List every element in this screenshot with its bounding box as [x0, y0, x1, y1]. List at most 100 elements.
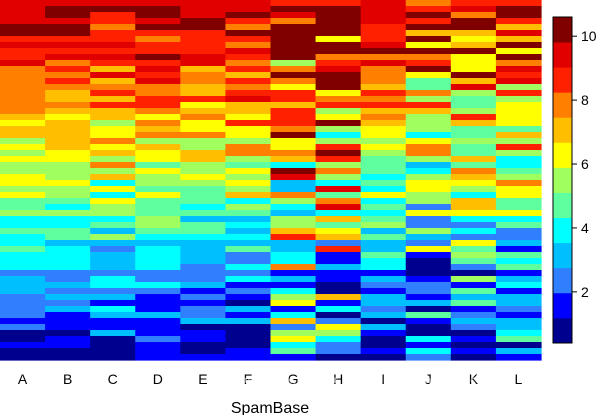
heatmap-cell-F-7	[225, 42, 272, 49]
heatmap-cell-A-29	[0, 174, 46, 181]
heatmap-cell-D-51	[135, 306, 181, 313]
colorbar-segment-7	[553, 142, 572, 168]
heatmap-cell-A-12	[0, 72, 46, 79]
heatmap-cell-I-19	[360, 114, 407, 121]
heatmap-cell-H-29	[315, 174, 362, 181]
heatmap-cell-B-55	[45, 330, 91, 337]
heatmap-cell-K-14	[450, 84, 497, 91]
heatmap-cell-B-10	[45, 60, 91, 67]
heatmap-cell-L-23	[495, 138, 542, 145]
heatmap-cell-H-24	[315, 144, 362, 151]
heatmap-cell-H-48	[315, 288, 362, 295]
heatmap-cell-F-31	[225, 186, 272, 193]
x-tick-label-B: B	[63, 371, 72, 387]
heatmap-cell-D-24	[135, 144, 181, 151]
heatmap-cell-K-53	[450, 318, 497, 325]
colorbar-tick-label-4: 4	[581, 220, 589, 236]
heatmap-cell-A-8	[0, 48, 46, 55]
heatmap-cell-K-24	[450, 144, 497, 151]
heatmap-cell-G-56	[270, 336, 317, 343]
heatmap-cell-C-52	[90, 312, 136, 319]
heatmap-cell-A-42	[0, 252, 46, 259]
heatmap-cell-A-53	[0, 318, 46, 325]
heatmap-cell-C-6	[90, 36, 136, 43]
heatmap-cell-F-30	[225, 180, 272, 187]
watermark-line-1: On the Evaluation of Unsupervised Outlie…	[239, 364, 593, 375]
heatmap-cell-J-10	[405, 60, 452, 67]
heatmap-cell-K-47	[450, 282, 497, 289]
heatmap-cell-D-14	[135, 84, 181, 91]
heatmap-cell-A-49	[0, 294, 46, 301]
heatmap-cell-E-20	[180, 120, 227, 127]
heatmap-cell-H-59	[315, 354, 362, 361]
heatmap-cell-C-22	[90, 132, 136, 139]
heatmap-cell-D-29	[135, 174, 181, 181]
heatmap-cell-L-26	[495, 156, 542, 163]
heatmap-cell-I-23	[360, 138, 407, 145]
heatmap-cell-F-32	[225, 192, 272, 199]
x-tick-label-K: K	[469, 371, 479, 387]
heatmap-cell-H-43	[315, 258, 362, 265]
heatmap-cell-I-27	[360, 162, 407, 169]
heatmap-cell-G-19	[270, 114, 317, 121]
heatmap-cell-L-49	[495, 294, 542, 301]
heatmap-cell-E-59	[180, 354, 227, 361]
heatmap-cell-G-2	[270, 12, 317, 19]
colorbar-segment-9	[553, 92, 572, 118]
heatmap-cell-K-23	[450, 138, 497, 145]
heatmap-cell-A-34	[0, 204, 46, 211]
heatmap-cell-F-57	[225, 342, 272, 349]
heatmap-cell-F-51	[225, 306, 272, 313]
heatmap-cell-F-11	[225, 66, 272, 73]
heatmap-cell-B-39	[45, 234, 91, 241]
heatmap-cell-H-49	[315, 294, 362, 301]
heatmap-cell-E-4	[180, 24, 227, 31]
heatmap-cell-E-43	[180, 258, 227, 265]
heatmap-cell-G-21	[270, 126, 317, 133]
heatmap-cell-H-51	[315, 306, 362, 313]
x-tick-label-E: E	[198, 371, 207, 387]
heatmap-cell-F-34	[225, 204, 272, 211]
heatmap-cell-A-33	[0, 198, 46, 205]
heatmap-cell-L-28	[495, 168, 542, 175]
heatmap-cell-D-50	[135, 300, 181, 307]
heatmap-cell-H-22	[315, 132, 362, 139]
heatmap-cell-J-17	[405, 102, 452, 109]
heatmap-cell-D-6	[135, 36, 181, 43]
heatmap-cell-C-38	[90, 228, 136, 235]
heatmap-cell-K-20	[450, 120, 497, 127]
heatmap-cell-A-15	[0, 90, 46, 97]
heatmap-cell-K-38	[450, 228, 497, 235]
heatmap-cell-F-37	[225, 222, 272, 229]
heatmap-cell-B-47	[45, 282, 91, 289]
heatmap-cell-L-58	[495, 348, 542, 355]
heatmap-cell-K-4	[450, 24, 497, 31]
heatmap-cell-D-45	[135, 270, 181, 277]
heatmap-cell-D-5	[135, 30, 181, 37]
heatmap-cell-G-18	[270, 108, 317, 115]
heatmap-cell-E-39	[180, 234, 227, 241]
colorbar-segment-12	[553, 17, 572, 43]
heatmap-cell-E-40	[180, 240, 227, 247]
heatmap-cell-G-42	[270, 252, 317, 259]
heatmap-cell-A-44	[0, 264, 46, 271]
colorbar-segment-6	[553, 167, 572, 193]
heatmap-cell-D-35	[135, 210, 181, 217]
heatmap-cell-A-25	[0, 150, 46, 157]
heatmap-cell-E-29	[180, 174, 227, 181]
heatmap-cell-H-31	[315, 186, 362, 193]
heatmap-cell-D-31	[135, 186, 181, 193]
heatmap-cell-C-42	[90, 252, 136, 259]
heatmap-cell-G-4	[270, 24, 317, 31]
heatmap-cell-B-26	[45, 156, 91, 163]
heatmap-cell-L-20	[495, 120, 542, 127]
heatmap-cell-D-7	[135, 42, 181, 49]
heatmap-cell-I-42	[360, 252, 407, 259]
heatmap-cell-E-24	[180, 144, 227, 151]
heatmap-cell-I-36	[360, 216, 407, 223]
heatmap-cell-D-54	[135, 324, 181, 331]
heatmap-cell-A-20	[0, 120, 46, 127]
heatmap-cell-I-35	[360, 210, 407, 217]
heatmap-cell-L-53	[495, 318, 542, 325]
heatmap-cell-I-44	[360, 264, 407, 271]
